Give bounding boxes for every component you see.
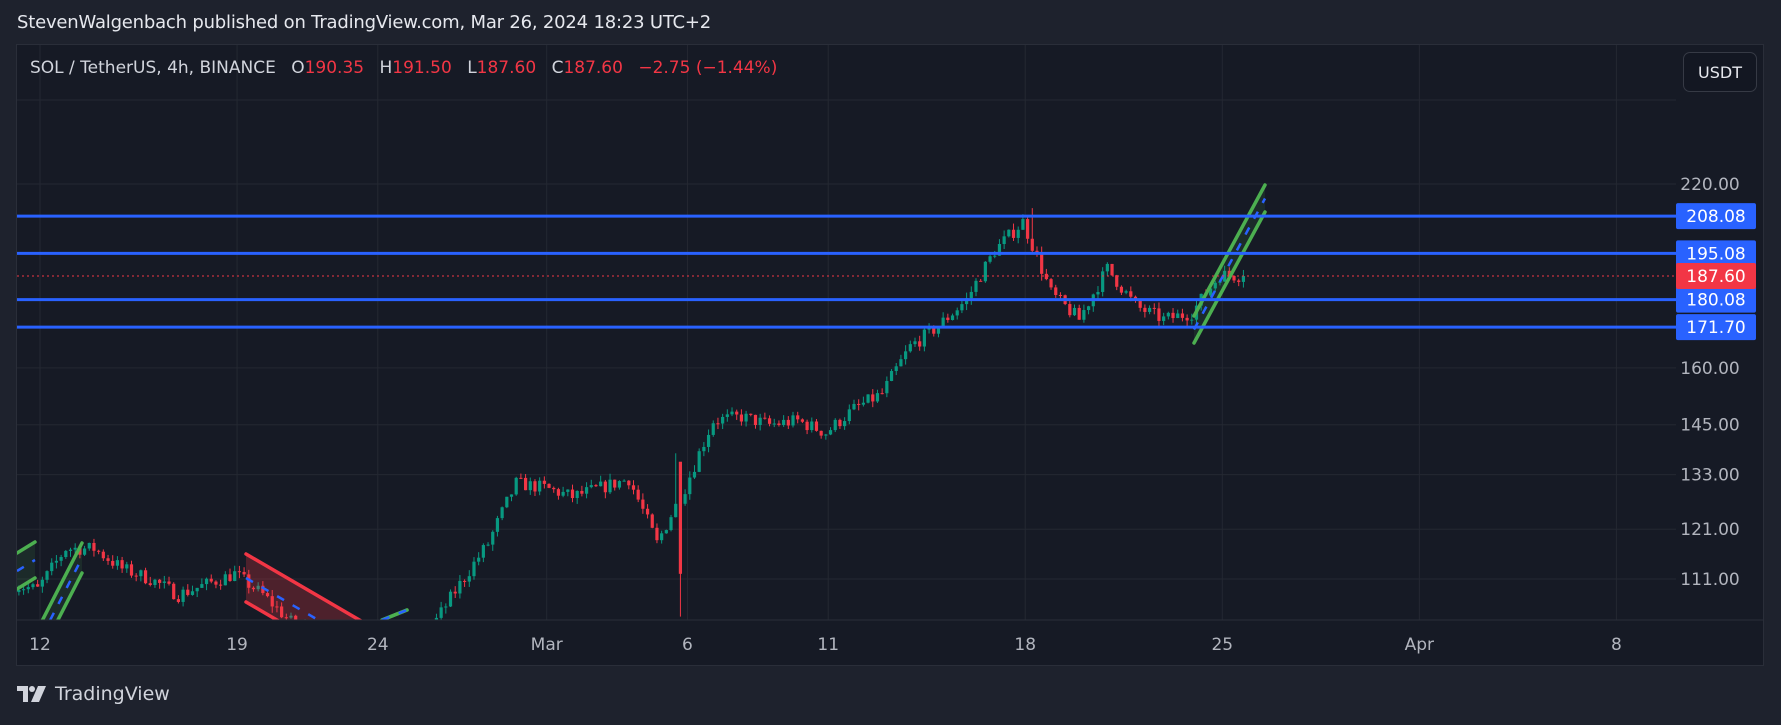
- high-value: 191.50: [392, 58, 452, 78]
- open-value: 190.35: [304, 58, 365, 78]
- candles: [17, 208, 1246, 620]
- price-tag: [1676, 240, 1756, 267]
- time-tick-label: 11: [817, 635, 839, 655]
- low-value: 187.60: [476, 58, 537, 78]
- price-tag: [1676, 286, 1756, 313]
- price-tick-label: 133.00: [1680, 466, 1739, 486]
- time-tick-label: 8: [1611, 635, 1622, 655]
- symbol-title[interactable]: SOL / TetherUS, 4h, BINANCE: [30, 58, 276, 78]
- time-tick-label: Apr: [1405, 635, 1434, 655]
- high-label: H: [379, 58, 393, 78]
- symbol-legend: SOL / TetherUS, 4h, BINANCE O190.35 H191…: [30, 58, 777, 78]
- price-tag: [1676, 203, 1756, 230]
- price-tick-label: 121.00: [1680, 520, 1739, 540]
- price-pane: [17, 45, 1676, 620]
- time-axis: 12 19 24 Mar 6 11 18 25 Apr 8: [29, 635, 1622, 655]
- time-tick-label: Mar: [531, 635, 563, 655]
- price-tag-label: 171.70: [1686, 318, 1745, 338]
- close-value: 187.60: [563, 58, 623, 78]
- price-tag-label: 187.60: [1686, 267, 1745, 287]
- channel-drawing: [244, 552, 363, 620]
- price-tag-label: 180.08: [1686, 291, 1745, 311]
- price-tag-label: 208.08: [1686, 207, 1745, 227]
- chart-frame[interactable]: [16, 44, 1764, 666]
- channel-drawing: [17, 540, 37, 591]
- channel-drawing: [40, 541, 84, 620]
- tradingview-logo-icon: [17, 686, 46, 702]
- price-tick-label: 220.00: [1680, 175, 1739, 195]
- price-tag: [1676, 262, 1756, 289]
- price-tick-label: 160.00: [1680, 359, 1739, 379]
- currency-button[interactable]: USDT: [1683, 52, 1757, 92]
- price-tag: [1676, 314, 1756, 341]
- time-tick-label: 25: [1211, 635, 1233, 655]
- publisher-line: StevenWalgenbach published on TradingVie…: [17, 12, 712, 33]
- change-value: −2.75 (−1.44%): [638, 58, 778, 78]
- footer-brand[interactable]: TradingView: [17, 683, 170, 705]
- price-tag-label: 195.08: [1686, 244, 1745, 264]
- price-tick-label: 145.00: [1680, 416, 1739, 436]
- time-tick-label: 6: [682, 635, 693, 655]
- channel-drawing: [380, 608, 409, 620]
- time-tick-label: 24: [367, 635, 389, 655]
- time-tick-label: 19: [226, 635, 248, 655]
- price-tick-label: 111.00: [1680, 570, 1739, 590]
- time-tick-label: 12: [29, 635, 51, 655]
- low-label: L: [467, 58, 477, 78]
- channel-drawing: [1192, 183, 1267, 345]
- footer-brand-label: TradingView: [55, 683, 170, 705]
- close-label: C: [551, 58, 564, 78]
- time-tick-label: 18: [1014, 635, 1036, 655]
- open-label: O: [291, 58, 305, 78]
- price-axis: 220.00 160.00 145.00 133.00 121.00 111.00 208.…: [1676, 175, 1756, 590]
